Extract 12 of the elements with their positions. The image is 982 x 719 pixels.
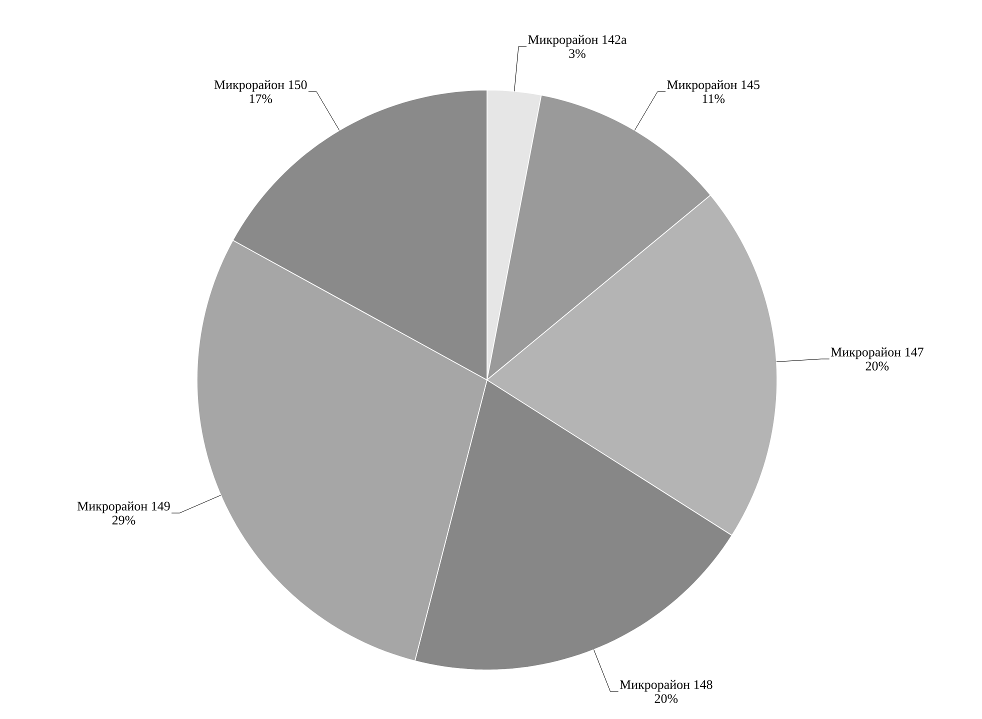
- slice-label: Микрорайон 147: [830, 347, 924, 360]
- data-label: 29%: [112, 516, 136, 525]
- data-label: 11%: [702, 94, 725, 104]
- slice-label: Микрорайон 145: [667, 80, 760, 92]
- slice-label: Микрорайон 148: [620, 680, 712, 692]
- data-label: 3%: [569, 49, 586, 58]
- data-label: 17%: [250, 94, 272, 104]
- data-label: 20%: [654, 694, 678, 704]
- slice-label: Микрорайон 142а: [528, 34, 627, 47]
- slice-label: Микрорайон 150: [214, 80, 307, 92]
- slice-label: Микрорайон 149: [77, 501, 170, 514]
- data-label: 20%: [866, 362, 889, 370]
